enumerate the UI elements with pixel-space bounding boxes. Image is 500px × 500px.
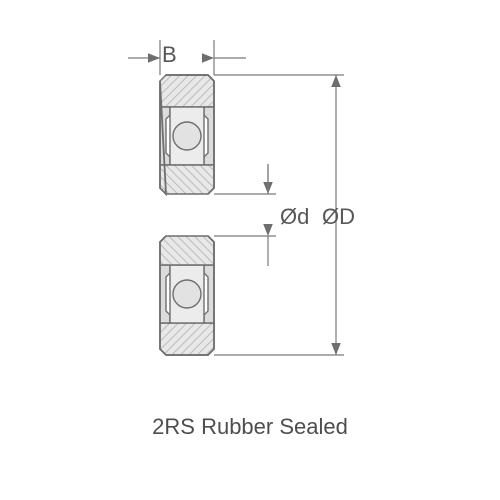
bearing-cross-section — [160, 75, 214, 355]
dim-label-inner-d: Ød — [280, 204, 309, 229]
diagram-container: { "caption": "2RS Rubber Sealed", "label… — [0, 0, 500, 500]
caption: 2RS Rubber Sealed — [0, 414, 500, 440]
dim-label-width: B — [162, 42, 177, 67]
dim-label-outer-d: ØD — [322, 204, 355, 229]
